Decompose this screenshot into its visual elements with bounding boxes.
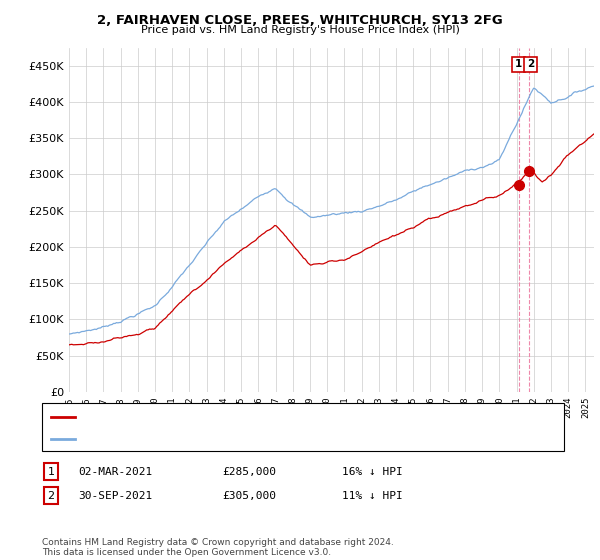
Text: 1: 1	[47, 466, 55, 477]
Text: Contains HM Land Registry data © Crown copyright and database right 2024.
This d: Contains HM Land Registry data © Crown c…	[42, 538, 394, 557]
Text: 30-SEP-2021: 30-SEP-2021	[78, 491, 152, 501]
Text: £285,000: £285,000	[222, 466, 276, 477]
Text: 1: 1	[515, 59, 522, 69]
Text: £305,000: £305,000	[222, 491, 276, 501]
Text: 2, FAIRHAVEN CLOSE, PREES, WHITCHURCH, SY13 2FG: 2, FAIRHAVEN CLOSE, PREES, WHITCHURCH, S…	[97, 14, 503, 27]
Text: 2: 2	[527, 59, 534, 69]
Text: 2, FAIRHAVEN CLOSE, PREES, WHITCHURCH, SY13 2FG (detached house): 2, FAIRHAVEN CLOSE, PREES, WHITCHURCH, S…	[81, 412, 458, 422]
Text: 16% ↓ HPI: 16% ↓ HPI	[342, 466, 403, 477]
Text: Price paid vs. HM Land Registry's House Price Index (HPI): Price paid vs. HM Land Registry's House …	[140, 25, 460, 35]
Text: HPI: Average price, detached house, Shropshire: HPI: Average price, detached house, Shro…	[81, 434, 330, 444]
Text: 02-MAR-2021: 02-MAR-2021	[78, 466, 152, 477]
Text: 11% ↓ HPI: 11% ↓ HPI	[342, 491, 403, 501]
Text: 2: 2	[47, 491, 55, 501]
